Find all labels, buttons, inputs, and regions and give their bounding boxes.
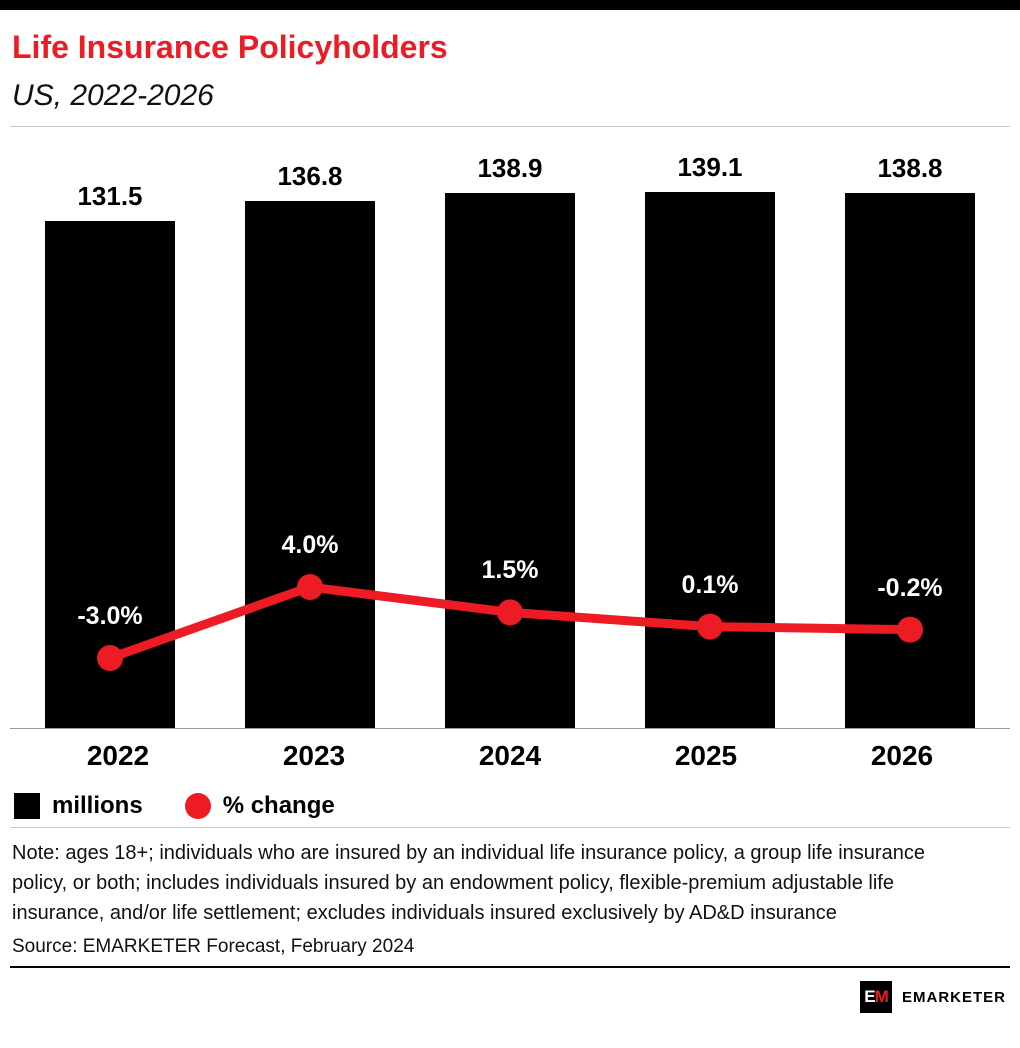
x-axis-label-2024: 2024 [478,740,542,771]
x-axis-label-2026: 2026 [870,740,934,771]
x-axis-label-2023: 2023 [282,740,346,771]
legend-item: % change [184,792,335,820]
brand-name: EMARKETER [901,988,1006,1006]
legend-label: % change [222,792,335,819]
legend-item: millions [14,792,143,820]
x-axis-label-2025: 2025 [674,740,738,771]
footer-divider [10,966,1010,968]
line-point-2026 [897,616,923,643]
line-point-2025 [697,613,723,640]
bar-value-label: 138.9 [477,152,543,183]
bar-value-label: 131.5 [77,181,143,212]
top-accent-bar [0,0,1020,10]
legend-square-swatch [14,793,40,819]
pct-change-line-layer [97,574,923,672]
legend-label: millions [52,792,143,819]
chart-area: 131.5 136.8 138.9 139.1 138.8 -3.0% 4.0% 1.5% 0.… [10,151,1010,777]
line-point-2023 [297,574,323,601]
pct-change-label: 4.0% [281,531,339,560]
logo-letter-e: E [864,987,875,1006]
bar-2024 [445,192,575,728]
legend-circle-swatch [184,793,211,819]
source-text: Source: EMARKETER Forecast, February 202… [12,936,415,957]
pct-change-label: -3.0% [77,602,143,631]
page-subtitle: US, 2022-2026 [12,79,214,112]
note-text: Note: ages 18+; individuals who are insu… [12,842,925,924]
pct-change-label: 1.5% [481,556,539,585]
bar-value-label: 139.1 [677,152,743,183]
line-point-2024 [497,599,523,626]
chart-header: Life Insurance Policyholders US, 2022-20… [0,30,1020,112]
bar-value-label: 138.8 [877,153,943,184]
bar-value-label: 136.8 [277,160,343,191]
bar-2023 [245,200,375,728]
legend: millions % change [0,777,1020,823]
page-title: Life Insurance Policyholders [12,29,448,65]
note-divider [10,827,1010,828]
x-axis: 2022 2023 2024 2025 2026 [20,729,1000,777]
line-point-2022 [97,645,123,672]
pct-change-label: 0.1% [681,570,739,599]
plot-area: 131.5 136.8 138.9 139.1 138.8 -3.0% 4.0% 1.5% 0.… [10,151,1010,729]
pct-change-label: -0.2% [877,573,943,602]
header-divider [10,126,1010,127]
x-axis-label-2022: 2022 [86,740,150,771]
logo-letter-m: M [874,987,889,1006]
